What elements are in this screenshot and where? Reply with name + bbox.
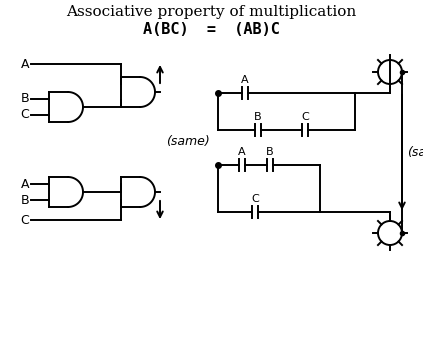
- Text: B: B: [266, 147, 274, 157]
- Text: A: A: [20, 177, 29, 190]
- Text: (same): (same): [407, 146, 423, 159]
- Text: C: C: [251, 194, 259, 204]
- Text: Associative property of multiplication: Associative property of multiplication: [66, 5, 356, 19]
- Text: B: B: [20, 193, 29, 206]
- Text: B: B: [20, 92, 29, 105]
- Text: (same): (same): [166, 136, 210, 149]
- Text: C: C: [20, 108, 29, 121]
- Text: C: C: [301, 112, 309, 122]
- Text: A: A: [238, 147, 246, 157]
- Text: A: A: [20, 57, 29, 70]
- Text: A: A: [241, 75, 249, 85]
- Text: A(BC)  =  (AB)C: A(BC) = (AB)C: [143, 22, 280, 37]
- Text: C: C: [20, 214, 29, 226]
- Text: B: B: [254, 112, 262, 122]
